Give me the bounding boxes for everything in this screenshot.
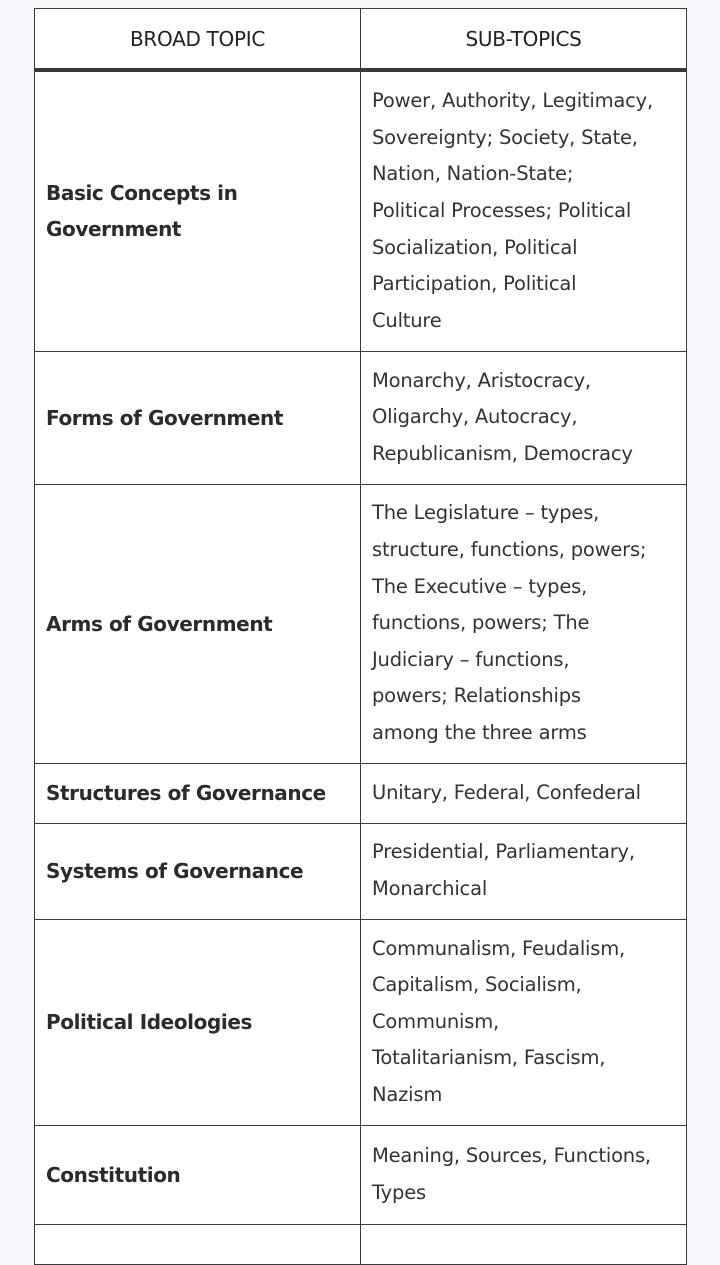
sub-topics-text: Culture	[372, 308, 442, 332]
broad-topic-text: Systems of Governance	[46, 859, 304, 883]
sub-topics-text: Types	[372, 1180, 426, 1204]
sub-topics-text: Meaning, Sources, Functions,	[372, 1143, 651, 1167]
broad-topic-cell	[34, 1223, 361, 1265]
broad-topic-text: Arms of Government	[46, 611, 273, 636]
syllabus-table: BROAD TOPIC SUB-TOPICS Basic Concepts in…	[34, 8, 687, 1265]
sub-topics-cell: Power, Authority, Legitimacy, Sovereignty…	[360, 69, 687, 352]
table-row: Forms of Government Monarchy, Aristocracy…	[34, 350, 687, 485]
sub-topics-cell: Monarchy, Aristocracy, Oligarchy, Autocra…	[360, 350, 687, 485]
broad-topic-text: Forms of Government	[46, 405, 284, 430]
sub-topics-cell: Unitary, Federal, Confederal	[360, 762, 687, 824]
header-sub-topics: SUB-TOPICS	[360, 8, 687, 71]
broad-topic-text: Constitution	[46, 1162, 181, 1187]
table-row: Systems of Governance Presidential, Parli…	[34, 822, 687, 920]
sub-topics-text: Nazism	[372, 1082, 443, 1106]
sub-topics-cell: Meaning, Sources, Functions, Types	[360, 1124, 687, 1225]
sub-topics-cell: Communalism, Feudalism, Capitalism, Socia…	[360, 918, 687, 1126]
broad-topic-cell: Basic Concepts in Government	[34, 69, 361, 352]
header-broad-topic: BROAD TOPIC	[34, 8, 361, 71]
broad-topic-text: Political Ideologies	[46, 1010, 252, 1034]
sub-topics-text: Totalitarianism, Fascism,	[372, 1046, 606, 1070]
broad-topic-text: Basic Concepts in	[46, 181, 238, 206]
sub-topics-text: Participation, Political	[372, 272, 577, 296]
sub-topics-text: The Legislature – types,	[372, 501, 600, 525]
broad-topic-cell: Constitution	[34, 1124, 361, 1225]
sub-topics-cell: Presidential, Parliamentary, Monarchical	[360, 822, 687, 920]
broad-topic-text: Structures of Governance	[46, 781, 326, 805]
table-row: Structures of Governance Unitary, Federal…	[34, 762, 687, 824]
broad-topic-cell: Systems of Governance	[34, 822, 361, 920]
sub-topics-text: Capitalism, Socialism,	[372, 973, 582, 997]
broad-topic-cell: Arms of Government	[34, 483, 361, 764]
sub-topics-text: Presidential, Parliamentary,	[372, 840, 635, 864]
header-row: BROAD TOPIC SUB-TOPICS	[34, 8, 687, 71]
sub-topics-text: structure, functions, powers;	[372, 538, 647, 562]
table-row: Basic Concepts in Government Power, Author…	[34, 69, 687, 352]
sub-topics-text: Monarchical	[372, 877, 488, 900]
sub-topics-text: Power, Authority, Legitimacy,	[372, 89, 653, 113]
broad-topic-cell: Structures of Governance	[34, 762, 361, 824]
table-row: Constitution Meaning, Sources, Functions,…	[34, 1124, 687, 1225]
sub-topics-text: Republicanism, Democracy	[372, 441, 633, 465]
sub-topics-text: powers; Relationships	[372, 684, 581, 708]
sub-topics-text: among the three arms	[372, 720, 587, 744]
sub-topics-text: Sovereignty; Society, State,	[372, 125, 638, 149]
sub-topics-text: Judiciary – functions,	[372, 647, 570, 671]
sub-topics-text: Nation, Nation-State;	[372, 162, 574, 186]
table-row: Political Ideologies Communalism, Feudali…	[34, 918, 687, 1126]
broad-topic-cell: Political Ideologies	[34, 918, 361, 1126]
sub-topics-cell: The Legislature – types, structure, funct…	[360, 483, 687, 764]
sub-topics-text: The Executive – types,	[372, 574, 588, 598]
sub-topics-text: Unitary, Federal, Confederal	[372, 780, 641, 804]
sub-topics-text: Political Processes; Political	[372, 198, 632, 222]
sub-topics-text: Monarchy, Aristocracy,	[372, 368, 591, 392]
table-row	[34, 1223, 687, 1265]
sub-topics-text: Oligarchy, Autocracy,	[372, 405, 578, 429]
sub-topics-text: Communism,	[372, 1009, 500, 1033]
broad-topic-cell: Forms of Government	[34, 350, 361, 485]
broad-topic-text: Government	[46, 217, 182, 242]
sub-topics-cell	[360, 1223, 687, 1265]
table-row: Arms of Government The Legislature – type…	[34, 483, 687, 764]
sub-topics-text: Socialization, Political	[372, 235, 578, 259]
sub-topics-text: functions, powers; The	[372, 611, 590, 635]
sub-topics-text: Communalism, Feudalism,	[372, 936, 626, 960]
table-body: Basic Concepts in Government Power, Author…	[34, 69, 687, 1265]
